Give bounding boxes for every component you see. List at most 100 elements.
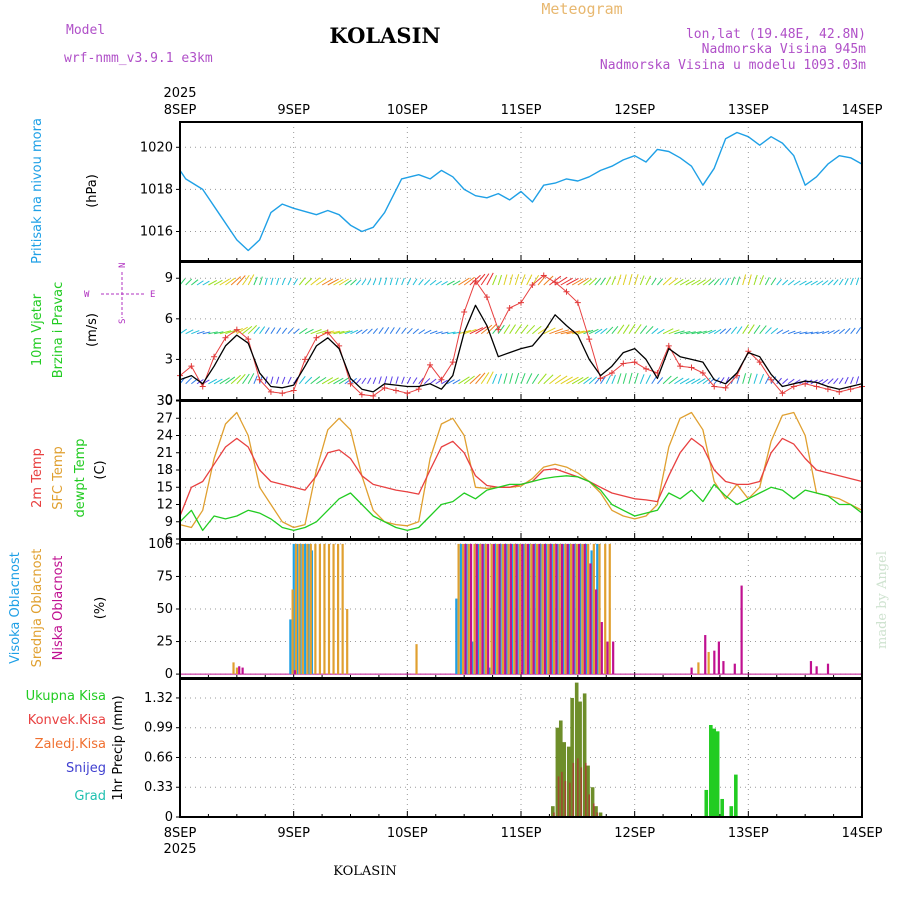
wind-gust-marker xyxy=(768,376,775,383)
wind-barb xyxy=(185,329,194,335)
wind-barb xyxy=(634,274,639,286)
cloud-low-bar xyxy=(526,543,530,675)
wind-barb xyxy=(378,376,382,384)
wind-barb xyxy=(816,331,825,335)
wind-barb xyxy=(350,279,357,286)
precip-total-bar xyxy=(729,806,734,817)
precip-conv-bar xyxy=(569,782,571,817)
wind-barb xyxy=(662,328,674,335)
cloud-high-bar xyxy=(476,543,480,675)
graupel-label: Grad xyxy=(74,789,106,804)
precip-conv-bar xyxy=(564,780,567,817)
wind-barb xyxy=(685,331,696,335)
wind-barb xyxy=(418,278,424,286)
wind-barb xyxy=(503,324,511,334)
cloud-mid-bar xyxy=(332,543,335,675)
cloud-high-bar xyxy=(471,641,474,675)
wind-barb xyxy=(560,376,573,385)
wind-barb xyxy=(645,326,654,335)
wind-barb xyxy=(805,331,814,335)
wind-barb xyxy=(338,377,350,385)
wind-barb xyxy=(611,374,616,384)
precip-total-bar xyxy=(566,746,571,817)
cloud-low-bar xyxy=(532,543,535,675)
cloud-high-label: Visoka Oblacnost xyxy=(8,552,23,664)
wind-barb xyxy=(259,276,263,286)
y-tick-label: 9 xyxy=(165,515,173,530)
wind-barb xyxy=(679,279,690,286)
cloud-mid-bar xyxy=(314,543,317,675)
wind-barb xyxy=(367,377,372,384)
wind-barb xyxy=(446,379,455,385)
wind-barb xyxy=(213,331,224,335)
wind-barb xyxy=(247,325,258,335)
wind-gust-marker xyxy=(279,390,286,397)
wind-barb xyxy=(532,325,542,335)
wind-barb xyxy=(531,373,540,385)
x-tick-label: 12SEP xyxy=(614,826,655,841)
wind-gust-marker xyxy=(392,387,399,394)
wind-barb xyxy=(276,327,282,334)
cloud-low-bar xyxy=(241,667,244,675)
cloud-mid-bar xyxy=(592,543,595,675)
rain-conv-label: Konvek.Kisa xyxy=(28,713,106,728)
wind-barb xyxy=(367,328,373,335)
x-tick-label: 14SEP xyxy=(842,103,883,118)
x-tick-label: 10SEP xyxy=(387,826,428,841)
wind-barb xyxy=(770,277,777,286)
precip-total-bar xyxy=(704,789,709,817)
wind-barb xyxy=(691,378,701,385)
wind-gust-marker xyxy=(381,384,388,391)
cloud-low-bar xyxy=(469,543,473,675)
wind-barb xyxy=(639,325,648,335)
wind-barb xyxy=(344,378,352,385)
cloud-low-bar xyxy=(717,641,720,675)
wind-gust-marker xyxy=(506,305,513,311)
x-tick-label: 8SEP xyxy=(164,826,197,841)
wind-barb xyxy=(401,277,405,286)
wind-barb xyxy=(327,377,339,385)
y-tick-label: 6 xyxy=(165,532,173,547)
precip-total-bar xyxy=(558,720,563,817)
cloud-mid-bar xyxy=(490,543,493,675)
precip-conv-bar xyxy=(557,776,560,817)
cloud-low-bar xyxy=(606,641,609,675)
wind-barb xyxy=(833,329,840,335)
wind-barb xyxy=(225,277,236,286)
cloud-mid-bar xyxy=(484,543,487,675)
wind-barb xyxy=(202,331,211,335)
cloud-mid-bar xyxy=(558,543,561,675)
cloud-high-bar xyxy=(533,543,536,675)
cloud-mid-bar xyxy=(501,543,505,675)
wind-barb xyxy=(782,378,789,385)
cloud-high-bar xyxy=(516,543,519,675)
wind-barb xyxy=(657,377,664,385)
wind-barb xyxy=(287,327,294,335)
wind-gust-marker xyxy=(290,387,297,394)
cloud-high-bar xyxy=(573,543,576,675)
cloud-mid-bar xyxy=(415,644,418,675)
wind-gust-marker xyxy=(472,277,479,284)
wind-gust-marker xyxy=(233,326,240,333)
precip-conv-bar xyxy=(553,812,555,817)
wind-barb xyxy=(645,374,652,384)
wind-barb xyxy=(372,377,377,384)
x-tick-label: 9SEP xyxy=(277,103,310,118)
wind-barb xyxy=(679,378,690,385)
wind-barb xyxy=(827,378,834,385)
cloud-low-bar xyxy=(566,543,569,675)
wind-barb xyxy=(782,330,790,335)
wind-barb xyxy=(264,277,268,286)
wind-barb xyxy=(361,377,367,385)
cloud-mid-bar xyxy=(294,543,298,675)
wind-barb xyxy=(492,373,497,384)
wind-barb xyxy=(435,331,443,335)
wind-barb xyxy=(486,323,497,335)
wind-barb xyxy=(401,376,405,384)
wind-gust-marker xyxy=(461,309,468,316)
wind-barb xyxy=(583,278,592,286)
wind-barb xyxy=(378,277,382,286)
wind-barb xyxy=(560,330,575,335)
wind-gust-marker xyxy=(449,359,456,366)
y-tick-label: 9 xyxy=(165,271,173,286)
